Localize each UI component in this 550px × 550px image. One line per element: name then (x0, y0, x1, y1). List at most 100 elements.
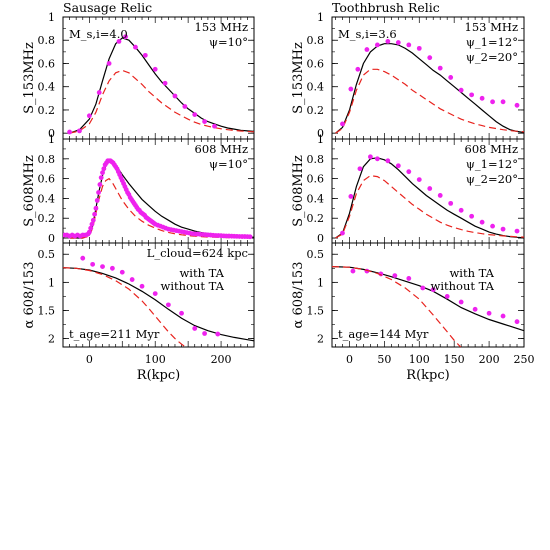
y-tick-label: 1 (48, 11, 55, 24)
observed-point (88, 225, 94, 231)
observed-point (514, 102, 520, 108)
observed-point (96, 90, 102, 95)
legend-with-ta: with TA (449, 266, 494, 280)
frequency-label: 153 MHz (195, 20, 248, 34)
observed-point (472, 306, 478, 312)
observed-point (97, 182, 103, 187)
observed-point (479, 219, 485, 225)
observed-point (500, 226, 506, 232)
observed-point (469, 92, 475, 98)
y-axis-label: S_608MHz (22, 155, 37, 227)
y-tick-label: 0.4 (38, 192, 56, 205)
observed-point (67, 129, 72, 135)
y-tick-label: 0.5 (307, 248, 325, 261)
y-tick-label: 0.6 (38, 57, 56, 70)
observed-point (486, 310, 492, 316)
observed-point (416, 177, 422, 183)
observed-point (192, 112, 198, 117)
panel-title: Toothbrush Relic (332, 0, 440, 15)
y-tick-label: 1 (317, 11, 324, 24)
y-tick-label: 1 (317, 276, 324, 289)
observed-point (427, 186, 433, 191)
x-tick-label: 50 (377, 353, 391, 366)
y-tick-label: 1.5 (38, 304, 56, 317)
panel-toothbrush-alpha: 0.5 1 1.5 2 0 50 100 150 200 250 R(kpc) α 608/153 wi… (291, 242, 535, 383)
x-tick-label: 0 (86, 353, 93, 366)
x-tick-label: 200 (211, 353, 232, 366)
psi2-label: ψ_2=20° (466, 172, 518, 186)
legend-without-ta: without TA (430, 279, 494, 293)
observed-point (406, 42, 412, 48)
x-tick-label: 100 (145, 353, 166, 366)
observed-point (116, 39, 122, 44)
legend-with-ta: with TA (179, 266, 224, 280)
observed-point (490, 99, 495, 105)
y-tick-label: 1 (48, 276, 55, 289)
observed-point (458, 87, 464, 93)
y-tick-label: 0.8 (38, 34, 56, 47)
y-tick-label: 1.5 (307, 304, 325, 317)
y-tick-label: 0 (48, 127, 55, 140)
y-axis-label: S_153MHz (291, 42, 306, 114)
observed-point (385, 39, 391, 44)
y-tick-label: 2 (48, 333, 55, 346)
observed-point (374, 156, 380, 162)
observed-point (152, 291, 158, 296)
observed-point (202, 331, 208, 336)
observed-point (500, 313, 506, 319)
observed-point (490, 223, 495, 229)
observed-point (94, 198, 100, 203)
observed-point (152, 66, 158, 72)
observed-point (458, 207, 464, 213)
observed-point (77, 128, 82, 134)
panel-sausage-153: 0 0.2 0.4 0.6 0.8 1 S_153MHz Sausage Relic M_s,i… (22, 0, 255, 140)
observed-point (348, 86, 354, 92)
panel-title: Sausage Relic (63, 0, 152, 15)
age-label: t_age=211 Myr (69, 327, 160, 341)
model-without-ta-line (69, 177, 254, 239)
observed-point (458, 299, 464, 305)
y-tick-label: 0.8 (307, 153, 325, 166)
observed-point (90, 261, 96, 267)
observed-point (437, 193, 443, 198)
y-tick-label: 0.4 (307, 192, 325, 205)
observed-point (448, 75, 454, 80)
frequency-label: 608 MHz (195, 142, 248, 156)
observed-point (350, 268, 356, 274)
observed-point (385, 158, 391, 164)
panel-sausage-alpha: 0.5 1 1.5 2 0 100 200 R(kpc) α 608/153 L_cloud=62… (22, 242, 255, 383)
observed-point (179, 310, 184, 316)
observed-point (139, 283, 145, 289)
psi-label: ψ=10° (209, 35, 248, 49)
plot-frame (62, 242, 255, 348)
y-axis-label: α 608/153 (22, 262, 37, 329)
series-group (332, 266, 524, 347)
psi2-label: ψ_2=20° (466, 50, 518, 64)
y-tick-label: 1 (317, 133, 324, 146)
observed-point (368, 154, 373, 160)
observed-point (93, 205, 99, 211)
observed-point (101, 166, 107, 172)
y-tick-label: 0.2 (307, 104, 325, 117)
observed-point (416, 45, 422, 51)
observed-point (86, 113, 92, 119)
observed-point (215, 331, 221, 337)
model-without-ta-line (63, 267, 187, 347)
observed-point (106, 61, 112, 66)
legend-without-ta: without TA (160, 279, 224, 293)
observed-point (348, 194, 354, 199)
observed-point (92, 211, 98, 217)
y-tick-label: 0.8 (38, 153, 56, 166)
observed-point (378, 271, 384, 277)
model-with-ta-line (335, 157, 524, 239)
y-tick-label: 0.8 (307, 34, 325, 47)
x-tick-label: 0 (346, 353, 353, 366)
observed-point (392, 273, 398, 279)
psi-label: ψ_1=12° (466, 35, 518, 49)
observed-point (89, 221, 95, 227)
observed-point (357, 166, 363, 172)
series-group (67, 34, 254, 135)
series-group (335, 154, 524, 239)
